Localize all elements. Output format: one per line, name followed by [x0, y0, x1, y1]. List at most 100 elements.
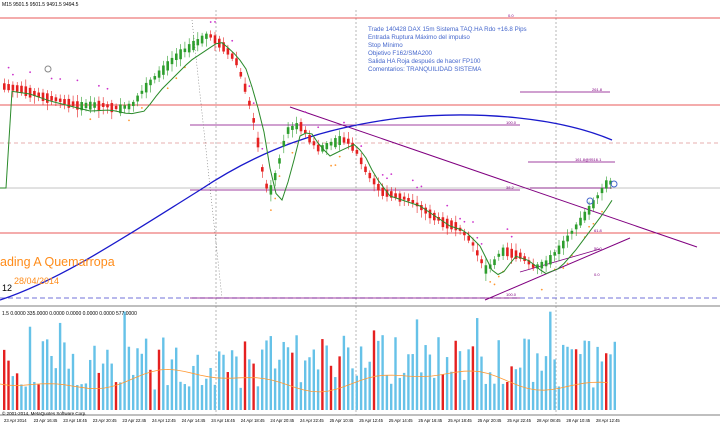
time-axis-label: 24 Apr 16:45 [211, 418, 235, 423]
candle-body [574, 224, 578, 230]
candle-body [471, 242, 475, 246]
volume-bar [527, 339, 530, 410]
candle-body [454, 222, 458, 231]
volume-bar [488, 372, 492, 410]
volume-bar [24, 386, 27, 410]
candle-body [381, 187, 384, 196]
candle-body [420, 205, 423, 211]
candle-body [183, 48, 187, 53]
psar-dot [386, 177, 388, 180]
volume-bar [566, 346, 569, 410]
volume-bar [549, 311, 552, 410]
volume-bar [368, 361, 371, 410]
candle-body [93, 102, 96, 108]
candle-body [273, 173, 277, 181]
volume-bar [342, 335, 346, 410]
volume-bar [89, 359, 92, 410]
entry-marker [586, 197, 594, 205]
candle-body [153, 76, 157, 80]
candle-body [497, 253, 501, 257]
psar-dot [214, 20, 216, 23]
volume-bar [445, 357, 449, 410]
volume-bar [187, 386, 191, 410]
fib-label: 100.0 [506, 292, 517, 297]
volume-bar [20, 384, 23, 410]
candle-body [123, 105, 126, 109]
psar-dot [304, 111, 307, 113]
candle-body [278, 158, 281, 164]
candle-body [553, 252, 556, 256]
candle-body [514, 250, 518, 259]
candle-body [415, 202, 419, 207]
psar-dot [98, 84, 100, 87]
volume-bar [562, 344, 565, 410]
volume-bar [127, 346, 131, 410]
volume-bar [471, 346, 475, 410]
candle-body [54, 97, 58, 102]
psar-dot [291, 151, 294, 154]
psar-dot [338, 155, 341, 158]
candle-body [24, 86, 28, 96]
candle-body [316, 144, 320, 152]
volume-bar [3, 349, 6, 410]
volume-bar [519, 367, 522, 410]
volume-bar [450, 371, 453, 410]
psar-dot [506, 228, 509, 231]
candle-body [299, 122, 303, 132]
candle-body [493, 259, 496, 266]
candle-body [166, 61, 169, 71]
candle-body [106, 104, 109, 108]
candle-body [570, 230, 574, 234]
candle-body [196, 39, 200, 46]
candle-body [235, 58, 238, 66]
candle-body [243, 83, 247, 92]
volume-bar [480, 356, 483, 410]
candle-body [28, 87, 32, 98]
volume-bar [205, 378, 208, 410]
volume-bar [256, 386, 260, 410]
psar-dot [141, 107, 143, 109]
time-axis-label: 25 Apr 12:45 [359, 418, 383, 423]
candle-body [114, 105, 118, 110]
volume-bar [420, 372, 423, 410]
volume-bar [467, 349, 470, 410]
volume-bar [402, 372, 406, 410]
candle-body [136, 95, 139, 102]
volume-bar [574, 349, 578, 410]
volume-bar [200, 385, 204, 410]
psar-dot [562, 267, 565, 269]
candle-body [97, 100, 101, 111]
volume-bar [11, 376, 14, 410]
candle-body [540, 261, 544, 269]
time-axis-label: 24 Apr 22:45 [300, 418, 324, 423]
volume-bar [162, 337, 165, 410]
psar-dot [360, 145, 363, 147]
exit-marker [610, 180, 618, 188]
volume-bar [587, 341, 591, 410]
volume-bar [428, 354, 432, 410]
candle-body [308, 135, 311, 143]
volume-bar [71, 353, 75, 410]
psar-dot [252, 102, 255, 105]
volume-bar [523, 338, 526, 410]
candle-body [170, 57, 174, 65]
candle-body [609, 180, 612, 185]
volume-bar [15, 373, 19, 410]
candle-body [536, 264, 539, 269]
annotation-line: Stop Mínimo [368, 41, 403, 49]
psar-dot [459, 217, 461, 220]
psar-dot [128, 119, 130, 122]
volume-bar [269, 336, 272, 410]
volume-bar [325, 345, 328, 410]
candle-body [506, 247, 509, 257]
volume-bar [398, 377, 401, 410]
volume-bar [239, 387, 242, 410]
candle-body [501, 247, 505, 256]
candle-body [544, 260, 548, 267]
candle-body [101, 103, 105, 107]
candle-body [144, 82, 148, 93]
time-axis-label: 25 Apr 22:45 [507, 418, 531, 423]
time-axis-label: 23 Apr 22:45 [122, 418, 146, 423]
